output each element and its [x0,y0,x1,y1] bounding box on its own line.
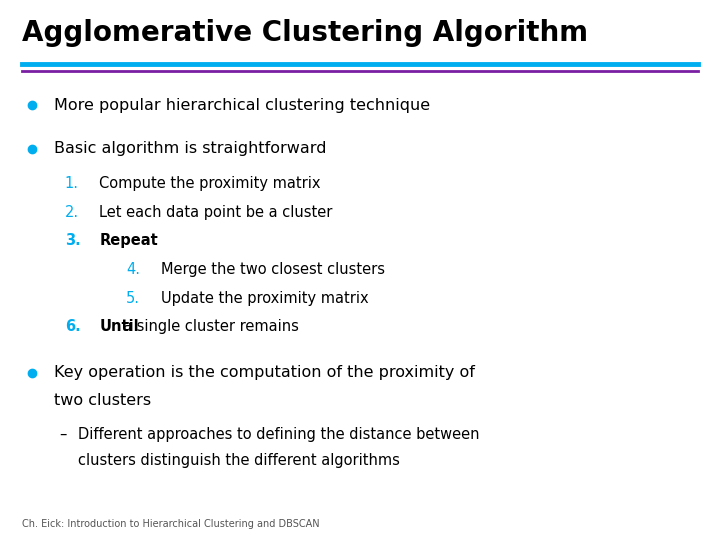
Text: two clusters: two clusters [54,393,151,408]
Text: Merge the two closest clusters: Merge the two closest clusters [161,262,384,277]
Text: clusters distinguish the different algorithms: clusters distinguish the different algor… [78,453,400,468]
Text: –: – [59,427,66,442]
Text: 1.: 1. [65,176,78,191]
Text: 5.: 5. [126,291,140,306]
Text: 2.: 2. [65,205,79,220]
Text: 3.: 3. [65,233,81,248]
Text: Until: Until [99,319,139,334]
Text: More popular hierarchical clustering technique: More popular hierarchical clustering tec… [54,98,430,113]
Text: Repeat: Repeat [99,233,158,248]
Text: 6.: 6. [65,319,81,334]
Text: Basic algorithm is straightforward: Basic algorithm is straightforward [54,141,326,156]
Text: Compute the proximity matrix: Compute the proximity matrix [99,176,321,191]
Text: Key operation is the computation of the proximity of: Key operation is the computation of the … [54,365,475,380]
Text: 4.: 4. [126,262,140,277]
Text: Different approaches to defining the distance between: Different approaches to defining the dis… [78,427,480,442]
Text: Update the proximity matrix: Update the proximity matrix [161,291,368,306]
Text: a single cluster remains: a single cluster remains [122,319,299,334]
Text: Ch. Eick: Introduction to Hierarchical Clustering and DBSCAN: Ch. Eick: Introduction to Hierarchical C… [22,519,319,529]
Text: Agglomerative Clustering Algorithm: Agglomerative Clustering Algorithm [22,19,588,47]
Text: Let each data point be a cluster: Let each data point be a cluster [99,205,333,220]
